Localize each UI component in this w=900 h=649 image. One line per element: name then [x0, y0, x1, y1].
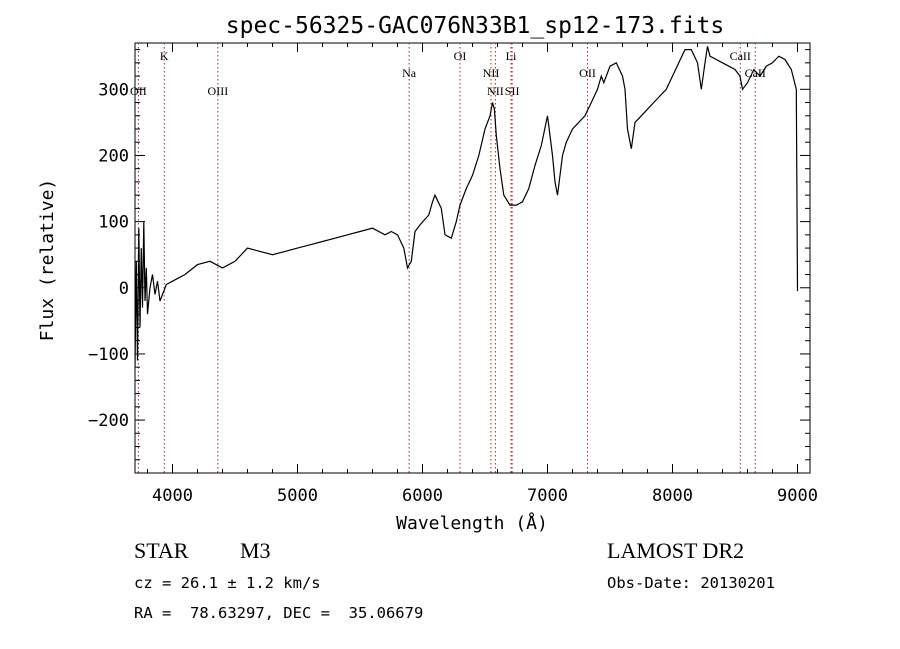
line-marker-label: OII: [579, 66, 596, 80]
y-axis: −200 −100 0 100 200 300: [88, 49, 810, 461]
survey-name: LAMOST DR2: [607, 538, 744, 563]
line-marker-label: Na: [402, 66, 417, 80]
line-marker-label: SII: [505, 84, 520, 98]
x-tick-label: 8000: [652, 486, 693, 506]
x-axis-label: Wavelength (Å): [396, 512, 548, 534]
line-marker-label: OIII: [208, 84, 229, 98]
x-tick-label: 9000: [777, 486, 818, 506]
y-tick-label: −100: [88, 345, 129, 365]
line-marker-label: NII: [487, 84, 504, 98]
plot-border: [134, 42, 811, 474]
spectrum-line: [135, 46, 799, 368]
line-marker-label: CaII: [730, 49, 751, 63]
y-tick-label: −200: [88, 411, 129, 431]
line-marker-label: OII: [130, 84, 147, 98]
chart-title: spec-56325-GAC076N33B1_sp12-173.fits: [226, 13, 725, 39]
y-tick-label: 0: [119, 279, 129, 299]
ra-dec: RA = 78.63297, DEC = 35.06679: [134, 604, 423, 622]
x-axis: 4000 5000 6000 7000 8000 9000: [147, 43, 818, 506]
redshift-cz: cz = 26.1 ± 1.2 km/s: [134, 574, 321, 592]
line-marker-label: NII: [483, 66, 500, 80]
x-tick-label: 6000: [402, 486, 443, 506]
object-subclass: M3: [240, 538, 271, 563]
y-tick-label: 100: [98, 213, 129, 233]
line-marker-label: CaII: [745, 66, 766, 80]
x-tick-label: 7000: [527, 486, 568, 506]
y-axis-label: Flux (relative): [37, 179, 58, 342]
plot-frame: [134, 42, 811, 474]
line-marker-label: Li: [506, 49, 517, 63]
x-tick-label: 4000: [152, 486, 193, 506]
spectrum-series: [135, 46, 799, 368]
y-tick-label: 200: [98, 146, 129, 166]
y-tick-label: 300: [98, 80, 129, 100]
observation-date: Obs-Date: 20130201: [607, 574, 775, 592]
x-tick-label: 5000: [277, 486, 318, 506]
line-marker-label: K: [160, 49, 169, 63]
object-class: STAR: [134, 538, 189, 563]
line-marker-label: OI: [454, 49, 467, 63]
